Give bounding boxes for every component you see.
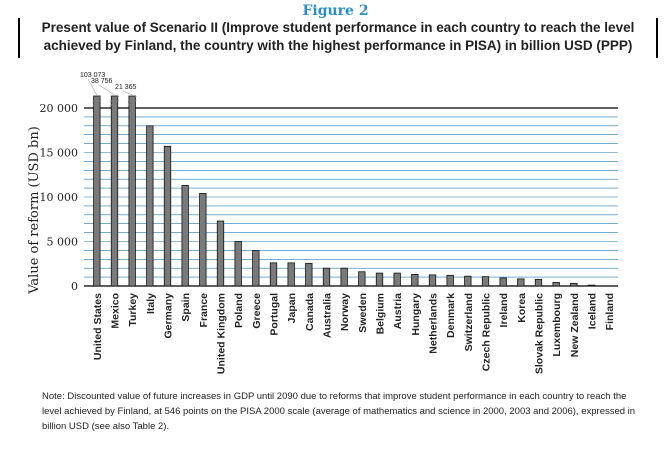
y-tick-label: 5 000 xyxy=(47,236,79,249)
value-label: 103 073 xyxy=(80,72,105,79)
x-tick-label: Mexico xyxy=(110,293,122,329)
bar xyxy=(411,274,419,287)
x-tick-label: Turkey xyxy=(127,293,139,327)
x-tick-labels: United States Mexico Turkey Italy Germany Spa… xyxy=(92,293,616,374)
bar xyxy=(269,262,278,287)
bar xyxy=(446,274,454,287)
x-tick-label: Portugal xyxy=(269,293,281,336)
axis-break-mark xyxy=(127,99,137,107)
bar xyxy=(93,95,101,287)
bar xyxy=(428,274,437,287)
value-label: 21 365 xyxy=(115,84,137,91)
value-label-leader xyxy=(87,78,98,96)
axis-break-mark xyxy=(110,99,119,107)
x-tick-label: Australia xyxy=(322,293,334,338)
axis-break-mark xyxy=(92,99,102,107)
bar xyxy=(340,267,348,287)
x-tick-label: Japan xyxy=(286,293,298,323)
figure-label: Figure 2 xyxy=(302,3,369,19)
chart-title: Present value of Scenario II (Improve st… xyxy=(41,20,635,53)
grid-lines xyxy=(84,107,618,287)
x-tick-label: Iceland xyxy=(587,293,599,329)
bar xyxy=(358,271,366,287)
x-tick-label: United States xyxy=(92,293,104,360)
axis-break-mark xyxy=(92,95,102,103)
bar xyxy=(305,262,313,287)
x-tick-label: Greece xyxy=(251,293,263,329)
x-tick-label: Czech Republic xyxy=(481,293,493,371)
bar xyxy=(517,278,525,287)
x-tick-label: Switzerland xyxy=(463,293,475,351)
bar xyxy=(570,282,578,287)
bar xyxy=(128,95,136,287)
x-tick-label: Italy xyxy=(145,293,157,314)
bar xyxy=(375,272,384,287)
bar xyxy=(587,284,596,287)
bar xyxy=(216,220,225,287)
x-tick-label: Slovak Republic xyxy=(534,293,546,374)
y-tick-label: 10 000 xyxy=(40,191,79,204)
x-tick-label: Luxembourg xyxy=(551,293,563,357)
bar xyxy=(499,277,507,287)
bar xyxy=(552,282,560,287)
x-tick-label: Netherlands xyxy=(428,293,440,354)
x-tick-label: Spain xyxy=(180,293,192,322)
x-tick-label: France xyxy=(198,293,210,328)
bar xyxy=(234,241,242,287)
x-tick-label: New Zealand xyxy=(569,293,581,357)
x-tick-label: Finland xyxy=(604,293,616,330)
value-label-leader xyxy=(98,84,115,96)
bar-chart: 0 5 000 10 000 15 000 20 000 United States Me… xyxy=(27,72,618,374)
bars xyxy=(92,95,596,287)
x-tick-label: United Kingdom xyxy=(216,293,228,374)
bar xyxy=(322,267,331,287)
x-tick-label: Denmark xyxy=(445,293,457,338)
y-tick-label: 15 000 xyxy=(40,147,79,160)
chart-title-box: Present value of Scenario II (Improve st… xyxy=(18,18,658,58)
y-tick-labels: 0 5 000 10 000 15 000 20 000 xyxy=(40,102,79,293)
y-tick-label: 0 xyxy=(71,280,78,293)
bar xyxy=(181,185,189,287)
value-label: 38 756 xyxy=(91,78,113,85)
x-tick-label: Austria xyxy=(392,293,404,329)
bar xyxy=(393,272,401,287)
value-label-leader xyxy=(122,90,133,96)
bar xyxy=(199,193,207,287)
x-tick-label: Poland xyxy=(233,293,245,328)
x-tick-label: Germany xyxy=(163,293,175,339)
bar xyxy=(146,125,154,287)
bar xyxy=(252,249,260,287)
x-tick-label: Canada xyxy=(304,293,316,331)
x-tick-label: Ireland xyxy=(498,293,510,327)
y-tick-label: 20 000 xyxy=(40,102,79,115)
bar xyxy=(110,95,119,287)
bar xyxy=(481,276,490,287)
bar xyxy=(534,278,543,287)
y-axis-label: Value of reform (USD bn) xyxy=(27,126,42,295)
bar xyxy=(287,262,295,287)
bar xyxy=(464,275,472,287)
axis-break-mark xyxy=(110,95,119,103)
x-tick-label: Korea xyxy=(516,293,528,323)
x-tick-label: Sweden xyxy=(357,293,369,333)
x-tick-label: Norway xyxy=(339,293,351,331)
x-tick-label: Hungary xyxy=(410,293,422,336)
x-tick-label: Belgium xyxy=(375,293,387,334)
chart-note: Note: Discounted value of future increas… xyxy=(42,391,636,432)
axis-break-mark xyxy=(127,95,137,103)
bar xyxy=(163,145,172,287)
